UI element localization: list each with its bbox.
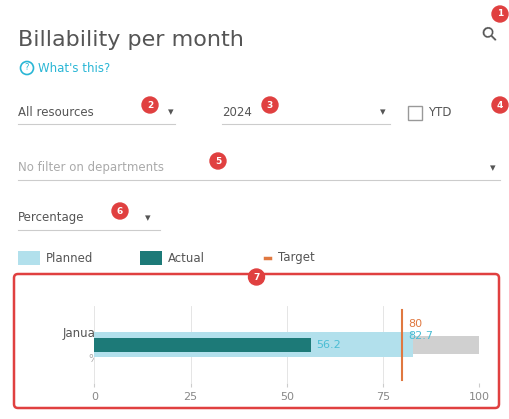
Text: ▾: ▾ xyxy=(489,163,495,173)
FancyBboxPatch shape xyxy=(407,106,421,120)
Text: Billability per month: Billability per month xyxy=(18,30,243,50)
Text: ▾: ▾ xyxy=(145,213,150,223)
FancyBboxPatch shape xyxy=(18,251,40,265)
FancyBboxPatch shape xyxy=(140,251,162,265)
Circle shape xyxy=(210,153,225,169)
Text: 2024: 2024 xyxy=(221,106,251,119)
Text: 3: 3 xyxy=(266,101,273,109)
FancyBboxPatch shape xyxy=(14,274,498,408)
Text: YTD: YTD xyxy=(427,106,450,119)
Text: Target: Target xyxy=(277,251,314,264)
Text: Planned: Planned xyxy=(46,251,93,264)
Bar xyxy=(94,336,478,354)
Text: Actual: Actual xyxy=(167,251,205,264)
Circle shape xyxy=(262,97,277,113)
Circle shape xyxy=(142,97,158,113)
Text: 82.7: 82.7 xyxy=(407,331,432,341)
Text: 2: 2 xyxy=(147,101,153,109)
Text: 5: 5 xyxy=(214,157,221,166)
Text: 4: 4 xyxy=(496,101,502,109)
Bar xyxy=(94,338,310,352)
Circle shape xyxy=(491,6,507,22)
Circle shape xyxy=(248,269,264,285)
Text: 56.2: 56.2 xyxy=(316,340,341,349)
Text: ?: ? xyxy=(25,64,29,72)
Text: 6: 6 xyxy=(117,207,123,215)
Text: No filter on departments: No filter on departments xyxy=(18,161,164,174)
Text: All resources: All resources xyxy=(18,106,94,119)
Text: January: January xyxy=(63,326,107,339)
Circle shape xyxy=(112,203,128,219)
Text: ⚲: ⚲ xyxy=(477,22,501,46)
Circle shape xyxy=(491,97,507,113)
Text: 80: 80 xyxy=(407,319,421,329)
Text: 7: 7 xyxy=(253,272,259,282)
Text: Percentage: Percentage xyxy=(18,212,84,225)
Text: %: % xyxy=(88,354,98,364)
Text: 1: 1 xyxy=(496,10,502,18)
Text: ▾: ▾ xyxy=(379,107,385,117)
Bar xyxy=(94,332,412,357)
Text: ▾: ▾ xyxy=(167,107,173,117)
Text: What's this?: What's this? xyxy=(38,62,110,75)
